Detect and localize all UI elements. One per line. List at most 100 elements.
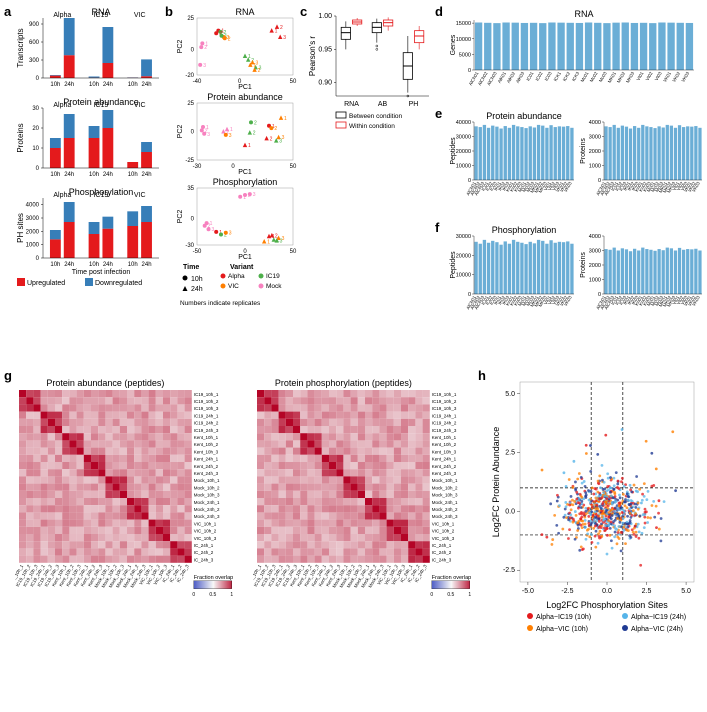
svg-text:ICK1: ICK1 [553, 71, 563, 83]
svg-text:Mock_10h_2: Mock_10h_2 [194, 485, 220, 490]
svg-text:PC2: PC2 [177, 125, 184, 139]
svg-text:Fraction overlap: Fraction overlap [194, 575, 233, 581]
svg-text:50: 50 [290, 164, 297, 170]
svg-text:0.5: 0.5 [209, 592, 216, 598]
svg-text:RNA: RNA [344, 101, 359, 108]
svg-text:Alpha−IC19 (10h): Alpha−IC19 (10h) [536, 614, 591, 621]
svg-text:Alpha: Alpha [53, 102, 71, 109]
svg-text:IC02: IC02 [535, 71, 544, 82]
panel-a: RNA0300600900TranscriptsAlpha10h24hIC191… [15, 6, 165, 290]
svg-text:IC19_24h_1: IC19_24h_1 [432, 413, 457, 418]
svg-text:Phosphorylation: Phosphorylation [492, 225, 557, 235]
svg-text:10000: 10000 [456, 37, 471, 43]
svg-text:Kent_10h_2: Kent_10h_2 [432, 442, 457, 447]
svg-text:0: 0 [192, 592, 195, 598]
svg-text:1: 1 [468, 592, 471, 598]
svg-text:Mock_24h_1: Mock_24h_1 [432, 500, 458, 505]
svg-text:3: 3 [212, 227, 215, 233]
panel-f: Phosphorylation0100002000030000PeptidesA… [448, 224, 706, 324]
svg-text:-25: -25 [185, 158, 194, 164]
svg-text:Kent_24h_1: Kent_24h_1 [194, 457, 219, 462]
svg-text:2: 2 [275, 233, 278, 239]
svg-text:Alpha: Alpha [53, 192, 71, 199]
svg-text:24h: 24h [103, 172, 113, 178]
svg-text:3: 3 [203, 63, 206, 69]
svg-text:2.5: 2.5 [505, 450, 515, 457]
svg-text:VIC: VIC [134, 192, 146, 199]
svg-text:PC1: PC1 [238, 254, 252, 261]
svg-text:PH: PH [409, 101, 419, 108]
svg-text:Alpha−IC19 (24h): Alpha−IC19 (24h) [631, 614, 686, 621]
svg-text:1: 1 [248, 143, 251, 149]
svg-text:10h: 10h [191, 276, 203, 283]
svg-text:PC1: PC1 [238, 169, 252, 176]
svg-text:Mock_24h_3: Mock_24h_3 [194, 514, 220, 519]
svg-text:10000: 10000 [456, 273, 471, 279]
svg-text:24h: 24h [103, 82, 113, 88]
svg-text:IC19_10h_1: IC19_10h_1 [194, 392, 219, 397]
svg-text:AlK03: AlK03 [515, 71, 526, 84]
svg-text:Mock: Mock [266, 283, 282, 290]
svg-text:35: 35 [187, 186, 194, 192]
svg-text:VIC: VIC [228, 283, 239, 290]
svg-text:-20: -20 [185, 73, 194, 79]
svg-text:-2.5: -2.5 [561, 588, 573, 595]
svg-text:600: 600 [29, 40, 40, 46]
svg-text:IC19_24h_3: IC19_24h_3 [432, 428, 457, 433]
svg-text:2: 2 [228, 36, 231, 42]
svg-text:4000: 4000 [589, 120, 601, 126]
svg-text:Kent_10h_3: Kent_10h_3 [194, 449, 219, 454]
svg-text:2000: 2000 [589, 149, 601, 155]
svg-text:-50: -50 [193, 249, 202, 255]
panel-label-c: c [300, 4, 307, 19]
svg-text:Kent_10h_1: Kent_10h_1 [194, 435, 219, 440]
svg-text:Phosphorylation: Phosphorylation [213, 177, 278, 187]
svg-text:Kent_24h_1: Kent_24h_1 [432, 457, 457, 462]
svg-text:Proteins: Proteins [580, 138, 587, 164]
svg-text:VIC_10h_2: VIC_10h_2 [194, 529, 217, 534]
svg-text:24h: 24h [64, 172, 74, 178]
svg-text:10h: 10h [50, 262, 60, 268]
svg-text:AB: AB [378, 101, 388, 108]
svg-text:Protein abundance: Protein abundance [207, 92, 283, 102]
svg-text:Kent_24h_3: Kent_24h_3 [194, 471, 219, 476]
svg-text:0: 0 [36, 166, 40, 172]
svg-text:Between condition: Between condition [349, 113, 403, 120]
svg-text:10h: 10h [128, 262, 138, 268]
panel-label-f: f [435, 220, 439, 235]
svg-text:Protein abundance (peptides): Protein abundance (peptides) [46, 378, 164, 388]
svg-text:10h: 10h [50, 82, 60, 88]
svg-text:Mock_24h_2: Mock_24h_2 [432, 507, 458, 512]
svg-text:IC19_24h_2: IC19_24h_2 [194, 421, 219, 426]
svg-text:-2.5: -2.5 [503, 567, 515, 574]
svg-text:Mock_24h_1: Mock_24h_1 [194, 500, 220, 505]
svg-text:Mock_10h_2: Mock_10h_2 [432, 485, 458, 490]
svg-text:IC_24h_3: IC_24h_3 [194, 557, 214, 562]
svg-text:Mock_24h_2: Mock_24h_2 [194, 507, 220, 512]
panel-label-b: b [165, 4, 173, 19]
svg-text:0: 0 [468, 68, 471, 74]
svg-text:Mock_24h_3: Mock_24h_3 [432, 514, 458, 519]
svg-text:2: 2 [274, 126, 277, 132]
svg-text:15000: 15000 [456, 21, 471, 27]
svg-text:Upregulated: Upregulated [27, 280, 65, 287]
svg-text:Protein phosphorylation (pepti: Protein phosphorylation (peptides) [275, 378, 412, 388]
svg-text:10h: 10h [89, 262, 99, 268]
svg-text:Log2FC Protein Abundance: Log2FC Protein Abundance [491, 427, 501, 538]
svg-text:10h: 10h [89, 82, 99, 88]
svg-text:5.0: 5.0 [681, 588, 691, 595]
svg-text:Kent_24h_3: Kent_24h_3 [432, 471, 457, 476]
panel-e: Protein abundance010000200003000040000Pe… [448, 110, 706, 210]
svg-text:IC_24h_1: IC_24h_1 [432, 543, 452, 548]
svg-text:10h: 10h [89, 172, 99, 178]
svg-text:0.0: 0.0 [602, 588, 612, 595]
svg-text:IC19_10h_3: IC19_10h_3 [432, 406, 457, 411]
svg-text:Kent_10h_3: Kent_10h_3 [432, 449, 457, 454]
svg-text:0: 0 [191, 217, 195, 223]
svg-text:900: 900 [29, 22, 40, 28]
svg-text:VIC_10h_3: VIC_10h_3 [432, 536, 455, 541]
svg-text:Numbers indicate replicates: Numbers indicate replicates [180, 300, 261, 307]
svg-text:2: 2 [204, 45, 207, 51]
svg-text:5.0: 5.0 [505, 391, 515, 398]
svg-text:0: 0 [36, 256, 40, 262]
